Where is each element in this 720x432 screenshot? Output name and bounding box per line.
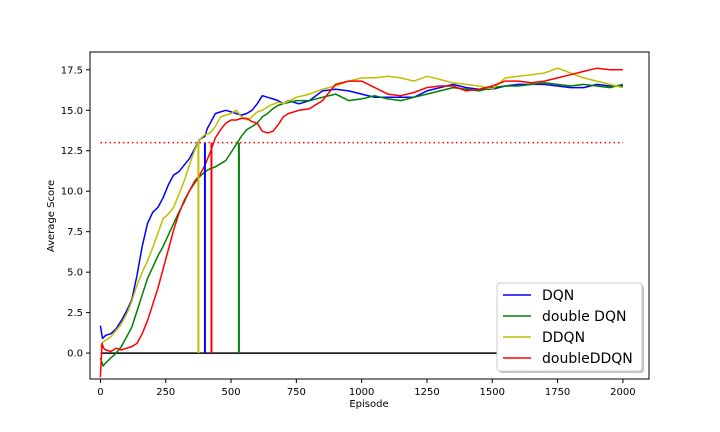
series-line-3: [99, 67, 623, 378]
y-tick-label: 17.5: [61, 65, 83, 76]
x-tick-label: 500: [222, 387, 241, 398]
plot-area: [99, 67, 624, 378]
y-tick-label: 2.5: [67, 308, 83, 319]
series-line-2: [99, 67, 624, 347]
legend-label-3: doubleDDQN: [542, 351, 633, 367]
x-tick-label: 750: [287, 387, 306, 398]
x-tick-label: 1000: [349, 387, 374, 398]
x-tick-label: 1500: [480, 387, 505, 398]
x-axis-label: Episode: [349, 399, 388, 410]
y-axis-label: Average Score: [46, 180, 57, 252]
y-tick-label: 7.5: [67, 227, 83, 238]
x-tick-label: 2000: [610, 387, 635, 398]
x-tick-label: 250: [156, 387, 175, 398]
y-tick-label: 12.5: [61, 146, 83, 157]
legend-label-0: DQN: [542, 288, 574, 304]
legend: DQN double DQN DDQN doubleDDQN: [496, 282, 644, 373]
plot-frame: [89, 51, 650, 380]
axes: 0 250 500 750 1000 1250 1500 1750 2000 0.0 2.5 5.0 7…: [61, 51, 650, 398]
y-tick-label: 0.0: [67, 349, 83, 360]
y-tick-label: 10.0: [61, 187, 83, 198]
y-tick-label: 5.0: [67, 268, 83, 279]
legend-label-2: DDQN: [542, 330, 585, 346]
y-tick-label: 15.0: [61, 106, 83, 117]
x-tick-label: 1750: [545, 387, 570, 398]
legend-label-1: double DQN: [542, 309, 626, 325]
legend-box: [496, 282, 643, 372]
x-tick-label: 1250: [414, 387, 439, 398]
x-tick-label: 0: [97, 387, 103, 398]
